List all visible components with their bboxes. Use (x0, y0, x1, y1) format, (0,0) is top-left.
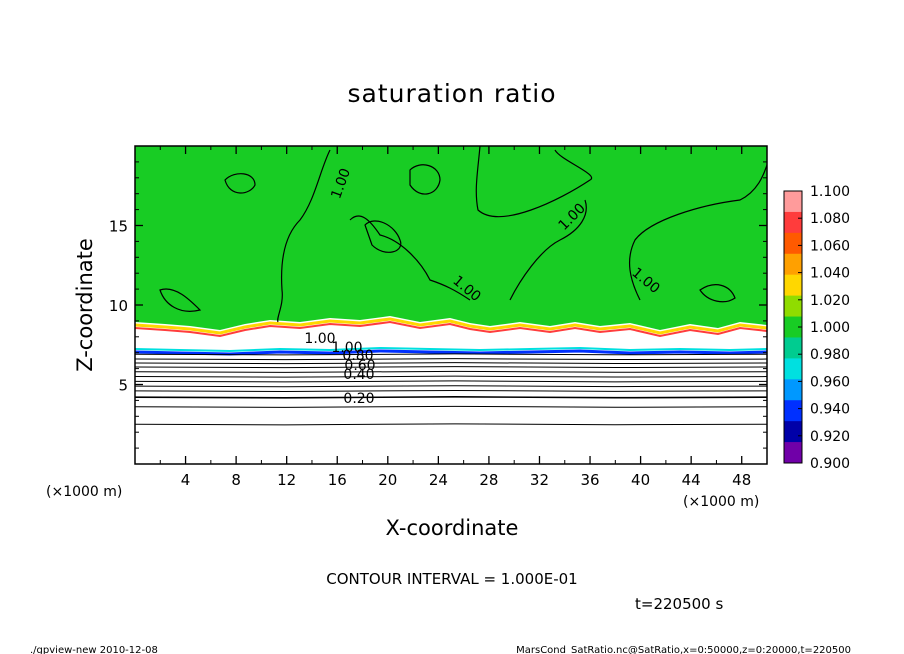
saturated-field (135, 146, 767, 330)
colorbar-swatch (784, 442, 802, 464)
colorbar-swatch (784, 211, 802, 234)
contour-line (135, 423, 767, 426)
colorbar-swatch (784, 337, 802, 359)
x-axis-label: X-coordinate (386, 516, 519, 540)
y-tick-label: 15 (109, 218, 128, 236)
colorbar-label: 1.040 (810, 266, 850, 282)
contour-line (135, 358, 767, 361)
contour-label: 0.40 (343, 367, 374, 383)
contour-label: 1.00 (331, 340, 362, 356)
x-tick-label: 40 (631, 471, 650, 489)
x-axis: 4 8 12 16 20 24 28 32 36 40 44 48 (159, 146, 751, 489)
colorbar-swatch (784, 232, 802, 255)
x-tick-label: 36 (580, 471, 599, 489)
colorbar-label: 1.000 (810, 320, 850, 336)
contour-label: 1.00 (304, 331, 335, 347)
fringe-band-red (135, 320, 767, 338)
contour-line (135, 405, 767, 408)
x-tick-label: 32 (530, 471, 549, 489)
colorbar-swatch (784, 379, 802, 401)
y-tick-label: 10 (109, 297, 128, 315)
contour-lines-upper (159, 146, 767, 323)
contour-line (135, 353, 767, 356)
colorbar-swatch (784, 421, 802, 443)
fringe-band-cyan (135, 346, 767, 353)
colorbar-swatch (784, 400, 802, 422)
colorbar-swatch (784, 191, 802, 213)
colorbar-label: 1.080 (810, 211, 850, 227)
footer-left: ./gpview-new 2010-12-08 (30, 645, 158, 654)
colorbar-swatch (784, 295, 802, 317)
contour-line (135, 370, 767, 373)
contour-lines-lower (135, 353, 767, 426)
x-tick-label: 8 (231, 471, 241, 489)
y-axis: 5 10 15 (109, 161, 767, 449)
colorbar: 1.100 1.080 1.060 1.040 1.020 1.000 0.980 0.960… (783, 184, 850, 472)
x-tick-label: 24 (429, 471, 448, 489)
contour-line (135, 396, 767, 399)
fringe-band-blue (135, 349, 767, 356)
contour-label: 0.60 (344, 358, 375, 374)
colorbar-label: 0.940 (810, 402, 850, 418)
contour-line (135, 380, 767, 383)
colorbar-label: 0.920 (810, 429, 850, 445)
contour-interval-text: CONTOUR INTERVAL = 1.000E-01 (326, 570, 577, 588)
colorbar-label: 0.960 (810, 374, 850, 390)
colorbar-swatch (784, 316, 802, 338)
contour-line (135, 385, 767, 388)
contour-line (135, 389, 767, 392)
x-tick-label: 44 (682, 471, 701, 489)
contour-line (135, 375, 767, 378)
colorbar-label: 0.900 (810, 456, 850, 472)
x-tick-label: 4 (181, 471, 191, 489)
contour-label: 0.20 (343, 391, 374, 407)
y-tick-label: 5 (118, 377, 128, 395)
colorbar-label: 0.980 (810, 347, 850, 363)
contour-label: 0.80 (342, 348, 373, 364)
x-tick-label: 16 (328, 471, 347, 489)
x-unit-right: (×1000 m) (683, 494, 759, 510)
contour-line (135, 366, 767, 369)
colorbar-swatch (784, 358, 802, 380)
x-tick-label: 28 (479, 471, 498, 489)
colorbar-swatch (784, 253, 802, 276)
x-tick-label: 48 (732, 471, 751, 489)
plot-area: 1.001.001.00 1.001.001.000.800.600.400.20 (134, 145, 768, 465)
footer-right: MarsCond_SatRatio.nc@SatRatio,x=0:50000,… (516, 645, 851, 654)
chart-title: saturation ratio (347, 79, 556, 108)
colorbar-swatch (784, 274, 802, 297)
contour-line (135, 362, 767, 365)
colorbar-label: 1.100 (810, 184, 850, 200)
colorbar-label: 1.060 (810, 238, 850, 254)
x-tick-label: 12 (277, 471, 296, 489)
y-axis-label: Z-coordinate (73, 238, 97, 372)
colorbar-label: 1.020 (810, 293, 850, 309)
x-unit-left: (×1000 m) (46, 484, 122, 500)
time-text: t=220500 s (635, 595, 723, 613)
x-tick-label: 20 (378, 471, 397, 489)
fringe-band-yellow (135, 317, 767, 335)
